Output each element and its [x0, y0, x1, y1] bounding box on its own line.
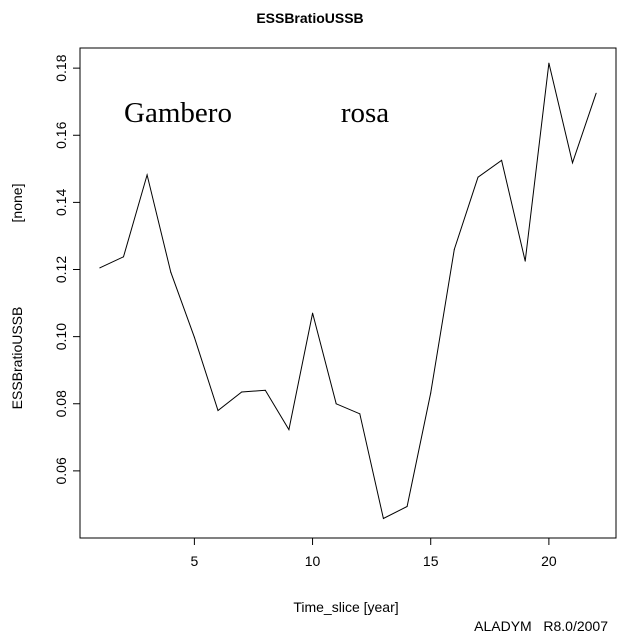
y-axis-unit: [none]	[9, 184, 25, 223]
data-point	[170, 271, 172, 273]
data-point	[595, 92, 597, 94]
data-point	[146, 174, 148, 176]
series-line	[99, 62, 597, 520]
y-tick-label: 0.14	[53, 189, 69, 216]
y-tick-label: 0.10	[53, 323, 69, 350]
data-point	[430, 392, 432, 394]
data-point	[453, 248, 455, 250]
x-axis-label: Time_slice [year]	[293, 599, 398, 615]
x-tick-label: 5	[190, 553, 198, 569]
y-tick-label: 0.12	[53, 256, 69, 283]
data-point	[477, 176, 479, 178]
data-point	[359, 413, 361, 415]
y-tick-label: 0.16	[53, 121, 69, 148]
y-tick-label: 0.08	[53, 390, 69, 417]
y-tick-label: 0.18	[53, 54, 69, 81]
series-polyline	[99, 62, 597, 520]
footer-version: ALADYM R8.0/2007	[474, 618, 608, 634]
x-tick-label: 20	[541, 553, 557, 569]
data-point	[122, 256, 124, 258]
data-point	[406, 505, 408, 507]
y-tick-label: 0.06	[53, 457, 69, 484]
x-tick-label: 10	[305, 553, 321, 569]
data-point	[193, 336, 195, 338]
y-axis-label: ESSBratioUSSB	[9, 307, 25, 410]
data-point	[501, 159, 503, 161]
data-point	[288, 429, 290, 431]
data-point	[382, 518, 384, 520]
data-point	[99, 267, 101, 269]
data-point	[241, 391, 243, 393]
data-point	[264, 389, 266, 391]
data-point	[335, 403, 337, 405]
annotation-species-genus: Gambero	[124, 97, 232, 129]
y-axis: 0.06 0.08 0.10 0.12 0.14 0.16 0.18	[53, 54, 80, 485]
chart-title: ESSBratioUSSB	[256, 10, 363, 26]
data-point	[548, 62, 550, 64]
annotation-species-name: rosa	[341, 97, 389, 129]
data-point	[524, 260, 526, 262]
data-point	[217, 409, 219, 411]
x-tick-label: 15	[423, 553, 439, 569]
data-point	[572, 162, 574, 164]
x-axis: 5 10 15 20	[190, 538, 557, 569]
data-point	[312, 312, 314, 314]
plot-area	[79, 47, 617, 539]
